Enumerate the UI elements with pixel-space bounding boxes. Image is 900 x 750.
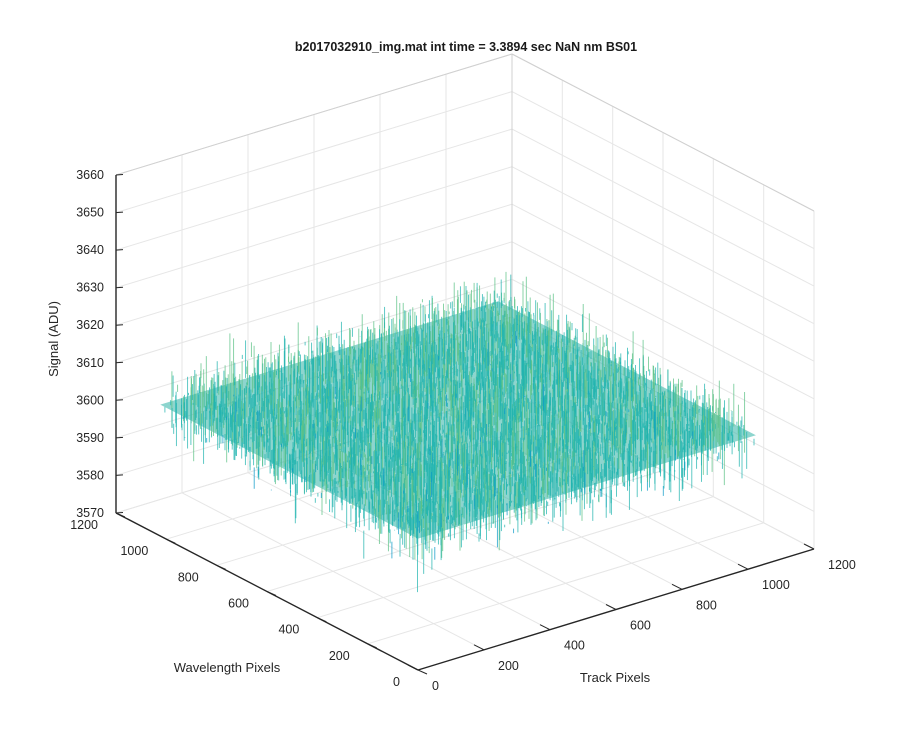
signal-surface: [160, 271, 756, 593]
y-tick-label: 600: [228, 597, 249, 611]
z-tick-label: 3630: [76, 281, 104, 295]
back-wall-grid-line: [115, 241, 513, 364]
x-tick-label: 0: [432, 679, 439, 693]
z-tick-label: 3570: [76, 506, 104, 520]
z-tick-label: 3660: [76, 168, 104, 182]
z-tick-mark: [115, 399, 124, 401]
y-tick-label: 800: [178, 570, 199, 584]
y-tick-mark: [166, 538, 176, 544]
x-tick-mark: [473, 644, 485, 651]
y-tick-label: 400: [278, 623, 299, 637]
z-tick-mark: [115, 324, 124, 326]
y-tick-label: 1200: [70, 518, 98, 532]
back-wall-grid-line: [115, 203, 513, 326]
side-wall-grid-line: [511, 203, 815, 362]
z-tick-mark: [115, 512, 124, 514]
z-tick-label: 3590: [76, 431, 104, 445]
z-tick-mark: [115, 474, 124, 476]
y-tick-label: 0: [393, 675, 400, 689]
back-wall-grid-line: [115, 166, 513, 289]
back-wall-grid-line: [115, 128, 513, 251]
z-tick-label: 3620: [76, 318, 104, 332]
z-tick-mark: [115, 174, 124, 176]
z-axis-ticks: 3570 3580 3590 3600 3610 3620 3630 3640 3650 3660: [76, 168, 124, 520]
z-tick-mark: [115, 436, 124, 439]
side-wall-grid-line: [511, 278, 815, 437]
y-tick-mark: [317, 617, 327, 623]
floor-grid-line: [367, 522, 764, 645]
z-tick-label: 3650: [76, 206, 104, 220]
y-tick-mark: [216, 564, 226, 570]
side-wall-grid-line: [511, 128, 815, 287]
floor-grid-line: [317, 496, 714, 619]
y-tick-mark: [417, 669, 428, 675]
y-tick-mark: [367, 643, 377, 649]
z-tick-mark: [115, 211, 124, 214]
side-wall-grid-line: [511, 91, 815, 250]
y-tick-label: 200: [329, 649, 350, 663]
y-tick-mark: [115, 512, 126, 518]
z-tick-mark: [115, 361, 124, 364]
back-wall-grid-line: [115, 91, 513, 214]
z-tick-mark: [115, 286, 124, 289]
x-tick-mark: [407, 664, 419, 671]
wavelength-axis-ticks: 0 200 400 600 800 1000 1200: [70, 512, 428, 689]
z-tick-label: 3600: [76, 393, 104, 407]
side-wall-grid-line: [511, 166, 815, 325]
box-edge: [511, 53, 815, 212]
z-tick-label: 3640: [76, 243, 104, 257]
floor-grid-line: [266, 470, 664, 592]
z-tick-mark: [115, 249, 124, 251]
side-wall-grid-line: [511, 241, 815, 400]
box-edge: [115, 53, 513, 176]
x-tick-label: 200: [498, 659, 519, 673]
z-tick-label: 3580: [76, 468, 104, 482]
back-wall-grid-line: [115, 278, 513, 401]
y-tick-label: 1000: [120, 544, 148, 558]
z-tick-label: 3610: [76, 356, 104, 370]
y-tick-mark: [266, 591, 277, 596]
